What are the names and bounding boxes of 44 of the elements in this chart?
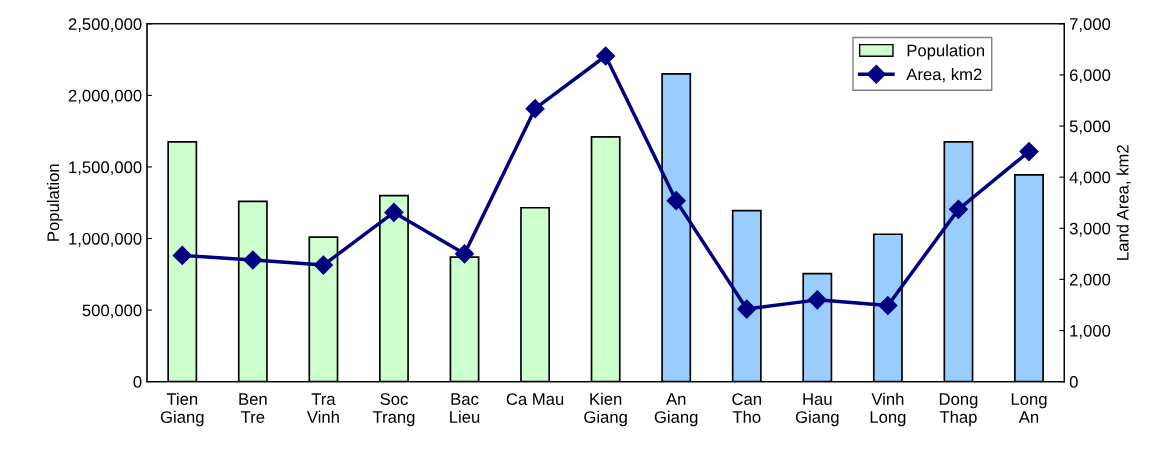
y2-axis-title: Land Area, km2 bbox=[1116, 145, 1131, 260]
y-tick-label: 1,000,000 bbox=[69, 232, 142, 247]
point bbox=[525, 99, 545, 119]
y2-tick-label: 1,000 bbox=[1070, 324, 1111, 339]
x-tick-label: Ben Tre bbox=[239, 393, 267, 423]
point bbox=[313, 255, 333, 275]
y2-tick-label: 7,000 bbox=[1070, 18, 1111, 32]
x-tick-label: An Giang bbox=[654, 393, 698, 427]
point bbox=[878, 295, 898, 316]
x-tick-label: Tien Giang bbox=[160, 392, 204, 427]
point bbox=[807, 290, 827, 310]
point bbox=[1019, 142, 1039, 162]
point bbox=[666, 191, 686, 211]
x-tick-label: Bac Lieu bbox=[450, 393, 480, 423]
point bbox=[454, 244, 475, 264]
point bbox=[172, 245, 192, 265]
point bbox=[384, 202, 404, 222]
y2-tick-label: 6,000 bbox=[1069, 69, 1111, 84]
x-tick-label: Vinh Long bbox=[870, 392, 906, 427]
legend-label: Population bbox=[907, 44, 984, 60]
x-tick-label: Hau Giang bbox=[795, 393, 839, 427]
y-axis-title: Population bbox=[46, 164, 63, 241]
y2-tick-label: 5,000 bbox=[1069, 120, 1111, 135]
y2-tick-label: 3,000 bbox=[1069, 222, 1111, 237]
y-tick-label: 2,500,000 bbox=[68, 18, 142, 32]
y-tick-label: 2,000,000 bbox=[68, 89, 142, 104]
y-tick-label: 1,500,000 bbox=[69, 161, 142, 176]
x-tick-label: Soc Trang bbox=[372, 393, 415, 427]
x-tick-label: Ca Mau bbox=[506, 393, 564, 405]
x-tick-label: Kien Giang bbox=[584, 392, 627, 427]
y2-tick-label: 4,000 bbox=[1069, 171, 1111, 186]
point bbox=[737, 299, 757, 319]
y2-tick-label: 0 bbox=[1069, 376, 1078, 388]
legend-label: Area, km2 bbox=[906, 68, 982, 83]
x-tick-label: Dong Thap bbox=[939, 393, 978, 427]
x-tick-label: Long An bbox=[1011, 393, 1047, 423]
x-tick-label: Can Tho bbox=[732, 393, 761, 423]
y2-tick-label: 2,000 bbox=[1069, 273, 1111, 288]
y-tick-label: 500,000 bbox=[82, 304, 142, 319]
point bbox=[243, 250, 263, 270]
x-tick-label: Tra Vinh bbox=[306, 393, 339, 423]
y-tick-label: 0 bbox=[133, 376, 142, 388]
point bbox=[596, 46, 616, 66]
point bbox=[948, 199, 968, 219]
